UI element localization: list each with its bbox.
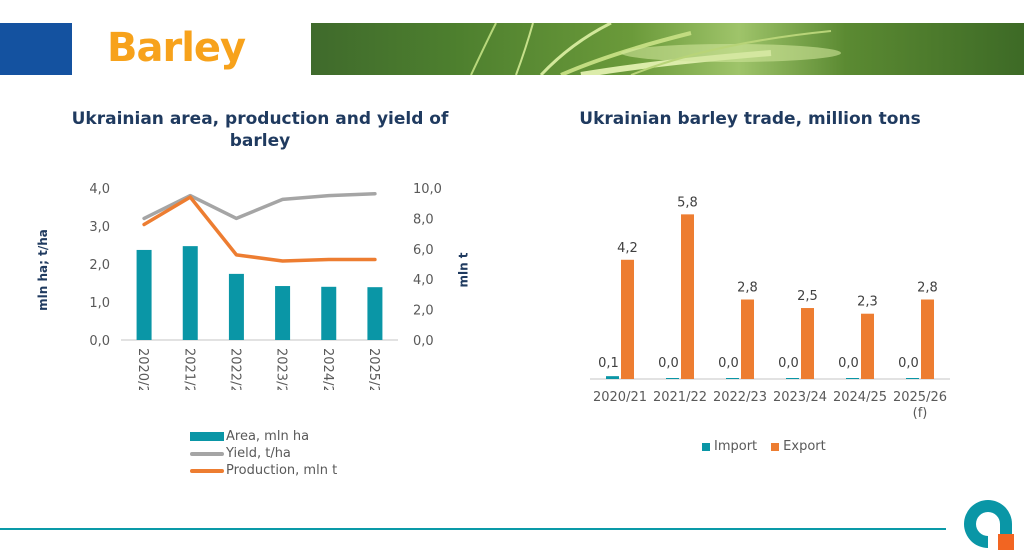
- legend-label-yield: Yield, t/ha: [226, 446, 291, 461]
- barley-stalks-graphic: [470, 23, 841, 75]
- left-chart-title: Ukrainian area, production and yield of …: [71, 109, 449, 151]
- legend-item-production: Production, mln t: [190, 462, 337, 479]
- x-category-label: 2025/26: [893, 390, 947, 405]
- legend-label-production: Production, mln t: [226, 463, 338, 478]
- area-bar: [228, 273, 244, 340]
- export-bar: [921, 299, 934, 379]
- brand-color-block: [0, 23, 72, 75]
- import-data-label: 0,0: [898, 356, 919, 371]
- legend-item-yield: Yield, t/ha: [190, 445, 337, 462]
- right-y-tick-label: 8,0: [413, 212, 434, 227]
- footer-divider: [0, 528, 946, 530]
- import-bar: [846, 378, 859, 379]
- export-bar: [741, 299, 754, 379]
- import-bar: [726, 378, 739, 379]
- x-category-label: 2021/22: [181, 348, 196, 390]
- area-bar: [275, 286, 291, 340]
- export-bar: [861, 313, 874, 379]
- area-bar: [367, 287, 383, 340]
- import-bar: [606, 376, 619, 379]
- left-y-tick-label: 2,0: [89, 258, 110, 273]
- barley-banner-image: [311, 23, 1024, 75]
- right-y-tick-label: 2,0: [413, 304, 434, 319]
- x-category-label: 2024/25: [833, 390, 887, 405]
- page-title: Barley: [107, 25, 246, 71]
- right-chart-title: Ukrainian barley trade, million tons: [579, 109, 921, 129]
- import-data-label: 0,0: [838, 356, 859, 371]
- import-bar: [906, 378, 919, 379]
- legend-label-export: Export: [783, 439, 826, 454]
- left-y-tick-label: 4,0: [89, 182, 110, 197]
- left-y-tick-label: 1,0: [89, 296, 110, 311]
- left-y-tick-label: 3,0: [89, 220, 110, 235]
- legend-label-area: Area, mln ha: [226, 429, 310, 444]
- right-y-tick-label: 4,0: [413, 273, 434, 288]
- legend-swatch-yield: [190, 451, 224, 456]
- area-bar: [136, 249, 152, 340]
- legend-swatch-area: [190, 432, 224, 441]
- right-y-tick-label: 0,0: [413, 334, 434, 349]
- production-line: [142, 195, 377, 263]
- x-category-label: 2024/25: [320, 348, 335, 390]
- x-category-label: 2022/23: [713, 390, 767, 405]
- x-category-label: 2021/22: [653, 390, 707, 405]
- left-chart-legend: Area, mln ha Yield, t/ha Production, mln…: [190, 428, 337, 479]
- export-data-label: 2,8: [737, 281, 758, 296]
- x-category-label: 2022/23: [227, 348, 242, 390]
- x-category-label: 2023/24: [274, 348, 289, 390]
- import-data-label: 0,0: [778, 356, 799, 371]
- legend-swatch-production: [190, 468, 224, 473]
- import-data-label: 0,0: [658, 356, 679, 371]
- export-bar: [681, 214, 694, 379]
- import-bar: [666, 378, 679, 379]
- left-y-tick-label: 0,0: [89, 334, 110, 349]
- export-data-label: 2,8: [917, 281, 938, 296]
- export-data-label: 5,8: [677, 195, 698, 210]
- export-bar: [621, 259, 634, 379]
- legend-swatch-export: [771, 442, 780, 451]
- export-data-label: 2,5: [797, 289, 818, 304]
- legend-item-import: Import: [702, 438, 757, 455]
- x-category-label: (f): [913, 406, 928, 421]
- yield-line: [142, 191, 377, 221]
- left-combo-chart: 0,0 1,0 2,0 3,0 4,0 0,0 2,0 4,0 6,0 8,0 10,0 2020/2…: [89, 182, 442, 390]
- x-category-label: 2023/24: [773, 390, 827, 405]
- import-data-label: 0,0: [718, 356, 739, 371]
- legend-swatch-import: [702, 442, 710, 451]
- area-bar: [321, 286, 337, 340]
- legend-item-area: Area, mln ha: [190, 428, 337, 445]
- right-y-tick-label: 6,0: [413, 243, 434, 258]
- company-logo-icon: [964, 500, 1014, 550]
- import-data-label: 0,1: [598, 356, 619, 371]
- legend-item-export: Export: [771, 438, 826, 455]
- export-bar: [801, 308, 814, 379]
- export-data-label: 2,3: [857, 295, 878, 310]
- legend-label-import: Import: [714, 439, 758, 454]
- trade-bar-chart: 0,1 4,2 2020/21 0,0 5,8 2021/22 0,0 2,8 2022/23 0…: [590, 195, 950, 421]
- x-category-label: 2020/21: [135, 348, 150, 390]
- right-chart-legend: Import Export: [702, 438, 826, 455]
- x-category-label: 2025/26 (f): [366, 348, 381, 390]
- export-data-label: 4,2: [617, 241, 638, 256]
- right-y-tick-label: 10,0: [413, 182, 442, 197]
- area-bar: [182, 246, 198, 340]
- import-bar: [786, 378, 799, 379]
- x-category-label: 2020/21: [593, 390, 647, 405]
